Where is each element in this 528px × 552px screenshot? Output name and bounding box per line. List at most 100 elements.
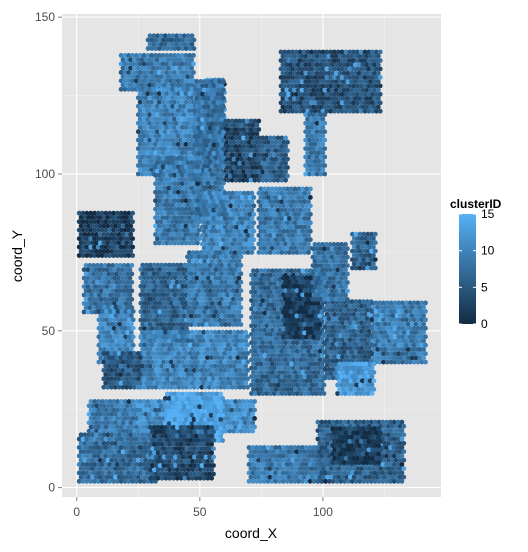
data-point (118, 53, 124, 58)
data-point (135, 163, 141, 168)
data-point (120, 57, 126, 63)
data-point (343, 49, 349, 55)
data-point (183, 133, 189, 139)
data-point (267, 160, 273, 166)
data-point (288, 79, 293, 84)
data-point (251, 228, 257, 234)
data-point (351, 83, 356, 89)
patch-15 (138, 262, 189, 340)
data-point (267, 144, 273, 149)
data-point (124, 65, 130, 71)
data-point (243, 148, 248, 154)
data-point (187, 37, 193, 43)
data-point (139, 57, 145, 63)
data-point (421, 330, 426, 335)
data-point (122, 70, 128, 75)
data-point (177, 82, 183, 88)
data-point (151, 41, 157, 47)
data-point (158, 112, 164, 118)
data-point (315, 317, 321, 323)
data-point (155, 112, 160, 118)
data-point (221, 104, 226, 110)
data-point (157, 37, 163, 43)
data-point (303, 163, 308, 168)
data-point (175, 125, 181, 130)
data-point (127, 292, 133, 298)
data-point (156, 99, 162, 105)
data-point (181, 146, 187, 152)
data-point (130, 210, 136, 216)
data-point (183, 116, 189, 122)
data-point (238, 313, 244, 319)
data-point (251, 195, 257, 200)
data-point (283, 144, 288, 149)
data-point (181, 74, 187, 79)
data-point (328, 66, 333, 72)
data-point (283, 177, 288, 183)
data-point (141, 141, 147, 147)
data-point (133, 70, 139, 75)
data-point (219, 142, 225, 148)
data-point (375, 62, 381, 68)
data-point (322, 79, 328, 84)
data-point (147, 41, 153, 47)
data-point (243, 165, 248, 170)
data-point (175, 61, 181, 67)
data-point (377, 58, 383, 63)
data-point (160, 125, 166, 130)
data-point (162, 120, 168, 126)
data-point (360, 79, 366, 84)
data-point (143, 154, 149, 160)
data-point (244, 118, 250, 124)
data-point (343, 75, 349, 80)
data-point (237, 169, 243, 175)
data-point (149, 141, 155, 147)
data-point (377, 108, 383, 114)
data-point (162, 65, 168, 71)
data-point (375, 96, 381, 101)
data-point (172, 46, 178, 51)
data-point (160, 141, 166, 147)
data-point (354, 83, 360, 89)
data-point (354, 58, 360, 63)
data-point (306, 224, 311, 230)
data-point (126, 86, 132, 92)
data-point (256, 135, 262, 141)
data-point (162, 146, 168, 152)
data-point (314, 53, 320, 59)
data-point (130, 334, 136, 340)
data-point (221, 129, 226, 135)
data-point (360, 96, 366, 101)
data-point (174, 87, 179, 92)
data-point (189, 120, 195, 126)
data-point (153, 141, 158, 147)
data-point (177, 103, 183, 109)
data-point (189, 87, 195, 92)
data-point (179, 116, 185, 122)
data-point (282, 83, 288, 89)
data-point (229, 152, 235, 158)
data-point (183, 91, 189, 96)
data-point (147, 171, 153, 177)
data-point (314, 96, 320, 101)
data-point (174, 146, 179, 152)
data-point (279, 160, 285, 166)
data-point (351, 108, 356, 114)
data-point (369, 382, 375, 388)
data-point (252, 135, 258, 141)
data-point (185, 112, 191, 118)
data-point (219, 117, 225, 122)
data-point (258, 173, 264, 179)
data-point (245, 342, 251, 348)
data-point (164, 70, 170, 75)
data-point (244, 127, 250, 132)
data-point (364, 62, 370, 68)
data-point (248, 152, 254, 158)
data-point (229, 144, 235, 149)
data-point (299, 87, 305, 93)
data-point (130, 227, 136, 233)
data-point (275, 169, 281, 175)
data-point (364, 104, 370, 110)
data-point (170, 65, 176, 71)
data-point (151, 103, 157, 109)
